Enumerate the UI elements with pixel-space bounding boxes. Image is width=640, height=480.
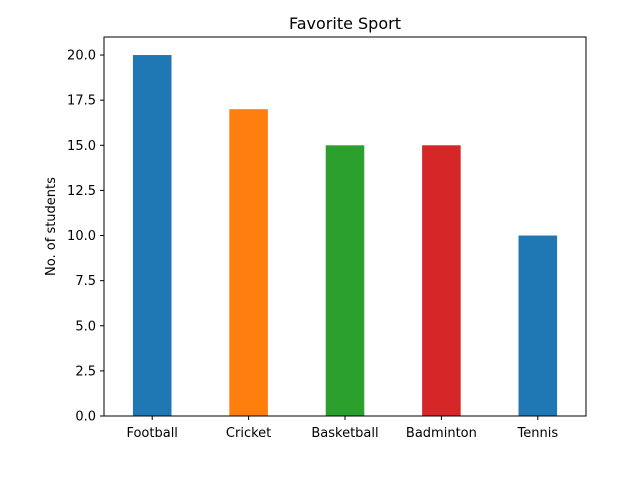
x-tick-label-basketball: Basketball [311,426,378,441]
y-tick-label: 17.5 [67,94,96,109]
y-tick-label: 5.0 [75,319,96,334]
y-tick-label: 12.5 [67,184,96,199]
y-tick-label: 20.0 [67,49,96,64]
y-tick-label: 2.5 [75,364,96,379]
bars-group [132,55,558,417]
x-tick-label-football: Football [126,426,177,441]
x-tick-label-badminton: Badminton [406,426,477,441]
x-tick-label-tennis: Tennis [517,426,559,441]
bar-cricket [229,109,268,416]
y-tick-label: 0.0 [75,410,96,425]
bar-tennis [518,235,558,416]
bar-football [132,55,172,417]
chart-title: Favorite Sport [289,14,401,33]
bar-basketball [325,145,365,417]
y-tick-label: 10.0 [67,229,96,244]
y-axis: 0.0 2.5 5.0 7.5 10.0 12.5 15.0 17.5 20.0 [67,49,104,425]
x-axis: Football Cricket Basketball Badminton Tennis [126,416,558,441]
bar-badminton [422,145,461,417]
y-tick-label: 7.5 [75,274,96,289]
x-tick-label-cricket: Cricket [226,426,271,441]
y-tick-label: 15.0 [67,139,96,154]
y-axis-label: No. of students [44,177,59,276]
